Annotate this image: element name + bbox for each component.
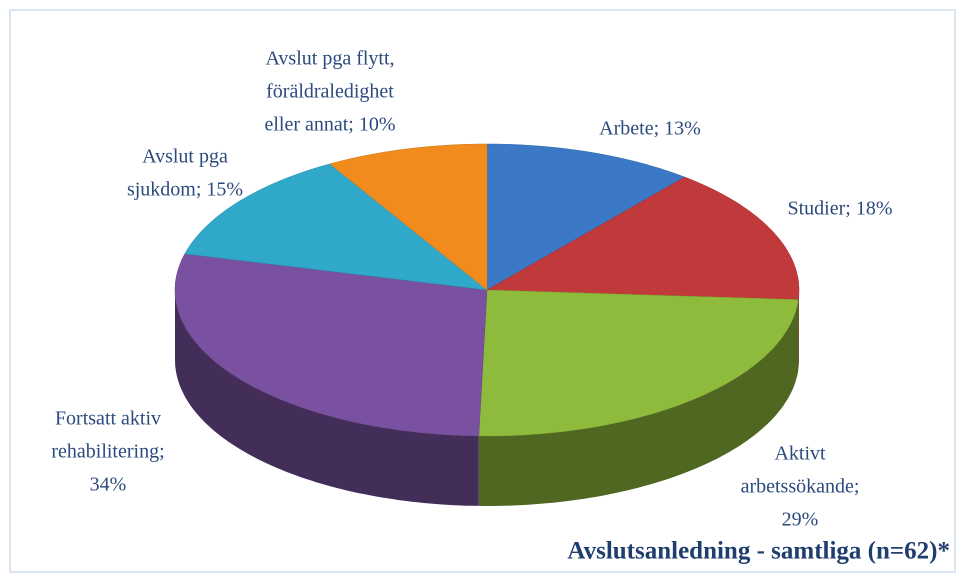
slice-side bbox=[798, 290, 799, 370]
data-label: föräldraledighet bbox=[266, 81, 394, 103]
data-label: Studier; 18% bbox=[788, 198, 893, 220]
data-label: Arbete; 13% bbox=[599, 118, 701, 140]
data-label: 29% bbox=[782, 509, 819, 531]
slice bbox=[184, 163, 488, 291]
data-label: Avslut pga bbox=[142, 146, 228, 168]
slice bbox=[174, 253, 488, 437]
slice bbox=[478, 289, 799, 437]
chart-title: Avslutsanledning - samtliga (n=62)* bbox=[567, 538, 950, 565]
data-label: Aktivt bbox=[774, 443, 826, 465]
data-label: 34% bbox=[90, 474, 127, 496]
data-label: Avslut pga flytt, bbox=[265, 48, 394, 70]
data-label: Fortsatt aktiv bbox=[55, 408, 161, 430]
data-label: arbetssökande; bbox=[741, 476, 860, 498]
slice bbox=[486, 143, 686, 291]
data-label: eller annat; 10% bbox=[264, 114, 395, 136]
slice bbox=[329, 143, 488, 291]
slice bbox=[486, 176, 800, 300]
data-label: sjukdom; 15% bbox=[127, 179, 243, 201]
slice-side bbox=[175, 290, 479, 506]
slice-side bbox=[478, 299, 799, 506]
data-label: rehabilitering; bbox=[51, 441, 164, 463]
